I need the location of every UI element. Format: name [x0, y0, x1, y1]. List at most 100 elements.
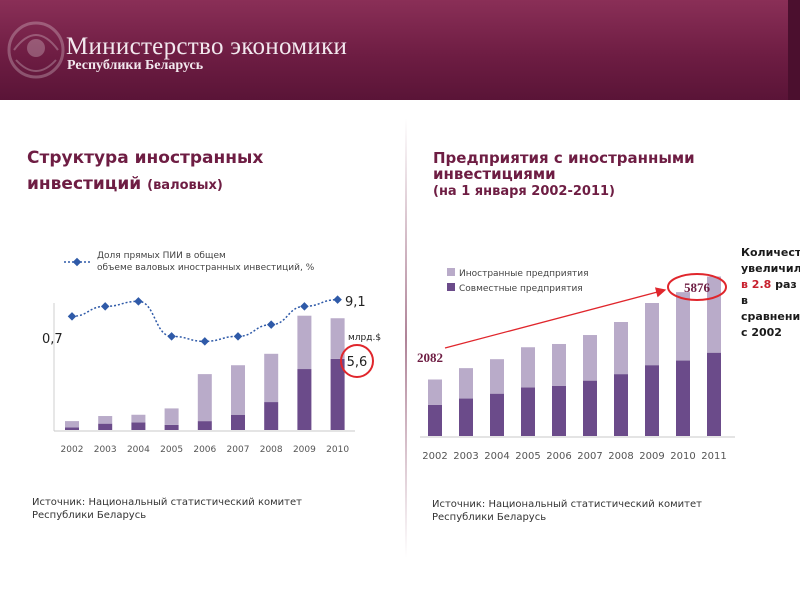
left-chart-line [67, 295, 342, 346]
left-x-tick-label: 2006 [193, 445, 216, 455]
left-chart-title-text: Структура иностранных инвестиций [27, 148, 264, 194]
right-bar-segment-joint [490, 393, 504, 436]
left-share-point [134, 297, 143, 306]
legend-label-foreign: Иностранные предприятия [459, 269, 589, 279]
left-bar-segment-dark [231, 414, 245, 430]
legend-swatch-joint [447, 283, 455, 291]
right-bar-segment-joint [676, 360, 690, 436]
left-bar-segment-light [164, 408, 179, 425]
right-callout-end: 5876 [684, 280, 711, 295]
right-bar-segment-joint [614, 374, 628, 436]
right-x-tick-label: 2009 [639, 451, 664, 462]
left-bar-segment-light [98, 416, 113, 424]
left-chart-title: Структура иностранных инвестиций (валовы… [27, 145, 357, 199]
left-source: Источник: Национальный статистический ко… [32, 496, 302, 522]
left-share-point [300, 302, 309, 311]
right-x-tick-label: 2007 [577, 451, 602, 462]
right-bar-segment-foreign [490, 359, 504, 394]
header-edge [788, 0, 800, 100]
left-bar-segment-dark [164, 424, 179, 430]
left-bar-segment-light [197, 374, 212, 422]
right-chart-x-ticks: 2002 2003 2004 2005 2006 2007 2008 2009 2010 2011 [422, 451, 726, 462]
right-bar-segment-foreign [645, 303, 659, 366]
right-x-tick-label: 2003 [453, 451, 478, 462]
header-banner: Министерство экономики Республики Белару… [0, 0, 800, 100]
left-source-line1: Источник: Национальный статистический ко… [32, 497, 302, 508]
right-bar-segment-joint [583, 380, 597, 436]
left-share-point [167, 332, 176, 341]
right-bar-segment-foreign [676, 292, 690, 361]
right-x-tick-label: 2011 [701, 451, 726, 462]
right-bar-segment-foreign [614, 322, 628, 375]
right-x-tick-label: 2005 [515, 451, 540, 462]
growth-note-tail: раз в сравнении с 2002 [741, 278, 800, 339]
right-bar-segment-joint [521, 387, 535, 436]
right-bar-segment-joint [645, 365, 659, 436]
left-x-tick-label: 2010 [326, 445, 349, 455]
left-bar-segment-dark [330, 358, 345, 430]
left-share-point [100, 302, 110, 311]
growth-note-text: Количество увеличилось [741, 246, 800, 275]
left-bar-segment-dark [98, 423, 113, 430]
right-x-tick-label: 2002 [422, 451, 447, 462]
left-source-line2: Республики Беларусь [32, 510, 147, 521]
left-x-tick-label: 2004 [127, 445, 150, 455]
right-chart-subtitle: (на 1 января 2002-2011) [433, 184, 615, 199]
left-bar-segment-dark [264, 402, 279, 430]
left-chart-title-suffix: (валовых) [147, 178, 223, 193]
legend-swatch-foreign [447, 268, 455, 276]
right-bar-segment-joint [428, 404, 442, 436]
left-x-tick-label: 2002 [61, 445, 84, 455]
left-x-tick-label: 2003 [94, 445, 117, 455]
annotation-low: 0,7 [42, 332, 63, 347]
right-source-line1: Источник: Национальный статистический ко… [432, 499, 702, 510]
right-bar-segment-foreign [428, 379, 442, 405]
right-bar-segment-joint [707, 352, 721, 436]
state-emblem-icon [7, 21, 65, 79]
legend-line-label: Доля прямых ПИИ в общем объеме валовых и… [97, 251, 315, 273]
right-x-tick-label: 2008 [608, 451, 633, 462]
left-bar-segment-light [131, 414, 146, 423]
left-x-tick-label: 2008 [260, 445, 283, 455]
left-bar-segment-dark [65, 427, 79, 430]
annotation-high: 9,1 [345, 295, 366, 310]
left-x-tick-label: 2007 [227, 445, 250, 455]
left-bar-segment-light [231, 365, 245, 415]
unit-label: млрд.$ [348, 333, 381, 343]
left-share-point [333, 295, 342, 304]
right-bar-segment-foreign [552, 343, 566, 386]
ministry-subtitle: Республики Беларусь [67, 58, 204, 73]
left-chart-legend: Доля прямых ПИИ в общем объеме валовых и… [64, 251, 315, 273]
column-divider [405, 118, 407, 558]
right-callout-start: 2082 [417, 350, 443, 365]
left-bar-segment-dark [131, 422, 146, 430]
left-chart-x-ticks: 2002 2003 2004 2005 2006 2007 2008 2009 2010 [61, 445, 350, 455]
growth-note-highlight: в 2.8 [741, 278, 772, 291]
right-chart-legend: Иностранные предприятия Совместные предп… [447, 268, 589, 294]
left-bar-segment-light [297, 315, 312, 370]
left-share-point [200, 337, 210, 346]
right-bar-segment-joint [552, 385, 566, 436]
left-chart-bars [65, 315, 345, 430]
right-bar-segment-foreign [459, 368, 473, 399]
right-source: Источник: Национальный статистический ко… [432, 498, 702, 524]
left-bar-segment-light [330, 318, 345, 359]
legend-marker-swatch [72, 257, 82, 267]
left-x-tick-label: 2005 [160, 445, 183, 455]
left-callout-circle [340, 344, 374, 378]
left-bar-segment-light [264, 353, 279, 403]
left-share-point [233, 332, 243, 341]
left-share-point [67, 312, 77, 321]
legend-label-joint: Совместные предприятия [459, 284, 583, 294]
right-bar-segment-foreign [521, 347, 535, 388]
right-chart-bars [428, 276, 721, 436]
left-bar-segment-light [65, 421, 79, 428]
ministry-title: Министерство экономики [66, 33, 348, 60]
left-bar-segment-dark [197, 421, 212, 430]
left-callout-value: 5,6 [347, 355, 368, 370]
left-x-tick-label: 2009 [293, 445, 316, 455]
right-x-tick-label: 2004 [484, 451, 509, 462]
right-x-tick-label: 2006 [546, 451, 571, 462]
right-chart-title: Предприятия с иностранными инвестициями [433, 149, 695, 183]
